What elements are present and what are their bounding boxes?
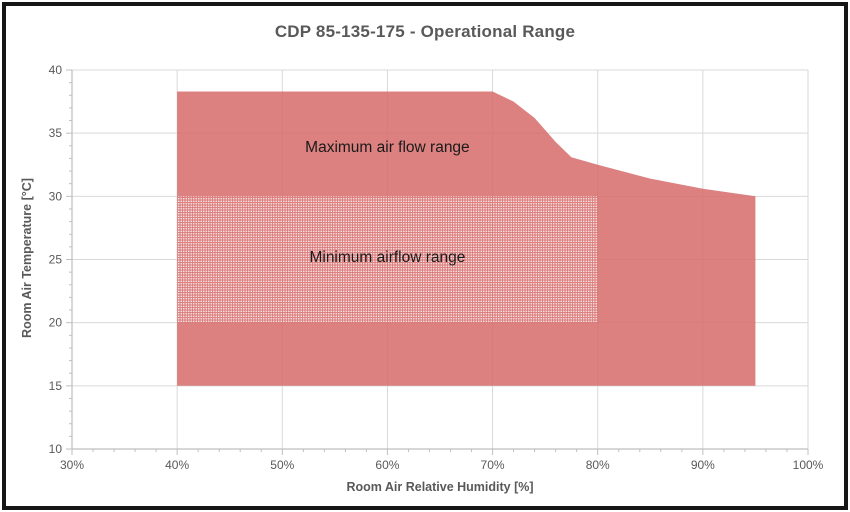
x-tick-label: 70% [481, 458, 505, 472]
x-tick-label: 40% [165, 458, 189, 472]
x-tick-label: 30% [60, 458, 84, 472]
y-tick-label: 40 [49, 63, 63, 77]
y-axis-title: Room Air Temperature [°C] [20, 178, 34, 338]
x-tick-label: 90% [691, 458, 715, 472]
y-tick-label: 30 [49, 189, 63, 203]
x-tick-label: 100% [793, 458, 824, 472]
tick-labels: 30% 40% 50% 60% 70% 80% 90% 100% 10 15 20 25 30 35 40 [49, 63, 824, 472]
y-tick-label: 25 [49, 253, 63, 267]
y-tick-label: 35 [49, 126, 63, 140]
x-tick-label: 50% [270, 458, 294, 472]
y-tick-label: 15 [49, 379, 63, 393]
x-tick-label: 80% [586, 458, 610, 472]
annotation-minimum-airflow-range: Minimum airflow range [309, 249, 466, 267]
annotation-maximum-air-flow-range: Maximum air flow range [305, 138, 470, 156]
x-tick-label: 60% [375, 458, 399, 472]
ticks [66, 69, 809, 455]
y-tick-label: 10 [49, 442, 63, 456]
chart-title: CDP 85-135-175 - Operational Range [274, 22, 576, 41]
y-tick-label: 20 [49, 316, 63, 330]
x-axis-title: Room Air Relative Humidity [%] [346, 480, 534, 494]
minimum-airflow-region [177, 196, 598, 323]
